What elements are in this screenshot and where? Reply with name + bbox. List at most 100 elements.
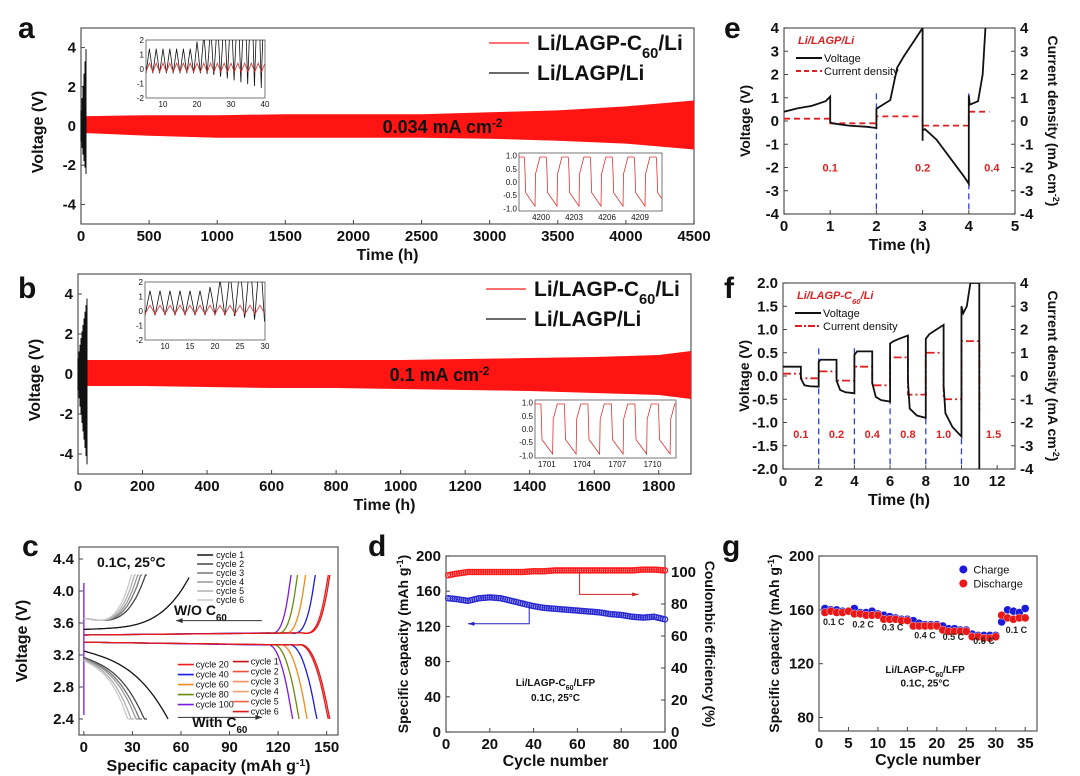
data-point (495, 594, 502, 602)
y-axis-label: Specific capacity (mAh g-1) (766, 554, 782, 732)
inset-x-tick-label: 4200 (532, 213, 550, 222)
x-tick-label: 20 (481, 736, 498, 753)
y2-tick-label: 4 (1020, 275, 1029, 292)
data-point (565, 606, 572, 614)
panel-g: 0 5 10 15 20 25 30 35 80 120 160 200 0.1 C 0.2 C 0.3 C… (766, 548, 1038, 769)
data-point (521, 568, 529, 576)
x-tick-label: 60 (569, 736, 586, 753)
x-tick-label: 600 (259, 478, 284, 495)
x-axis-label: Time (h) (869, 237, 931, 254)
legend-label: cycle 100 (196, 700, 234, 710)
data-point (561, 606, 568, 613)
inset-x-tick-label: 30 (227, 100, 236, 109)
inset-y-tick-label: 2 (139, 278, 144, 287)
data-point (582, 567, 590, 574)
y2-tick-label: 2 (1020, 67, 1028, 84)
x-tick-label: 8 (922, 473, 930, 490)
data-point (637, 566, 645, 574)
inset-x-tick-label: 1704 (573, 460, 591, 469)
y-tick-label: -0.5 (752, 391, 778, 408)
x-tick-label: 2000 (337, 228, 370, 245)
y-tick-label: 1.5 (757, 298, 778, 315)
data-point (633, 613, 640, 621)
data-point (482, 594, 489, 601)
y-tick-label: -2.0 (752, 461, 778, 478)
y-tick-label: 200 (789, 548, 814, 565)
curve-wo-c60-discharge (83, 650, 169, 720)
rate-label: 0.2 (829, 429, 844, 441)
legend-label: Li/LAGP-C60/Li (537, 32, 683, 62)
data-point (624, 567, 632, 574)
y-tick-label: 4.4 (53, 551, 75, 568)
curve-wo-c60-charge (83, 574, 143, 622)
data-point (567, 567, 575, 574)
inset-late-cycles: 1701 1704 1707 1710 1.0 0.5 0.0 -0.5 -1.0 (519, 399, 677, 469)
inset-series-li-lagp-li (146, 40, 264, 89)
y-tick-label: 0 (68, 118, 76, 135)
y-tick-label: 120 (416, 618, 441, 635)
data-point (591, 567, 599, 574)
rate-label: 0.1 (823, 163, 838, 175)
series-band-li-lagp-c60-li (81, 100, 694, 150)
inset-y-tick-label: -2 (136, 336, 144, 345)
curve-wo-c60-charge (83, 574, 133, 622)
inset-series-li-lagp-c60-li (535, 403, 676, 456)
current-density-annotation: 0.034 mA cm-2 (383, 117, 503, 138)
y-tick-label: 4.0 (53, 583, 74, 600)
y-tick-label: -1.0 (752, 415, 778, 432)
inset-x-tick-label: 1701 (538, 460, 556, 469)
data-point (477, 568, 485, 576)
y-tick-label: -2 (63, 157, 76, 174)
curve-wo-c60-charge (83, 574, 147, 622)
y-tick-label: 2.0 (757, 275, 778, 292)
y-tick-label: 2 (68, 79, 76, 96)
rate-label: 0.8 (900, 429, 915, 441)
data-point (506, 568, 513, 576)
data-point (578, 567, 586, 574)
data-point (515, 568, 522, 576)
data-point (490, 594, 498, 601)
panel-c: 0 30 60 90 120 150 2.4 2.8 3.2 3.6 4.0 4.4 0.1C, 25°… (14, 546, 339, 775)
condition-annotation: 0.1C, 25°C (531, 693, 580, 704)
series-band-li-lagp-c60-li (78, 351, 691, 399)
data-point (547, 567, 555, 574)
x-tick-label: 25 (958, 735, 975, 752)
y-tick-label: 1.0 (757, 322, 778, 339)
y2-tick-label: 1 (1020, 345, 1028, 362)
data-point (600, 567, 607, 574)
x-tick-label: 1000 (384, 478, 417, 495)
data-point (532, 567, 540, 575)
y-tick-label: 0 (771, 113, 779, 130)
data-point (626, 567, 634, 574)
y-tick-label: 160 (789, 602, 814, 619)
data-point (464, 568, 472, 576)
inset-series-li-lagp-c60-li (145, 304, 265, 315)
x-tick-label: 120 (266, 739, 291, 756)
rate-label: 0.4 (984, 163, 1000, 175)
y-axis-label: Voltage (V) (14, 600, 31, 682)
data-point (615, 567, 623, 574)
y-tick-label: 3 (771, 43, 779, 60)
data-point (642, 566, 649, 573)
inset-x-tick-label: 30 (261, 342, 270, 351)
legend-label: cycle 6 (216, 595, 244, 605)
data-point (615, 611, 623, 619)
panel-label-c: c (22, 530, 39, 563)
inset-y-tick-label: 2 (140, 36, 145, 45)
data-point (962, 627, 971, 636)
panel-b: 0 200 400 600 800 1000 1200 1400 1600 1800-4-2024… (27, 273, 692, 514)
data-point (602, 567, 610, 574)
x-tick-label: 15 (899, 735, 916, 752)
inset-x-tick-label: 40 (261, 100, 270, 109)
data-point (534, 567, 542, 575)
inset-y-tick-label: 0.0 (506, 178, 518, 187)
data-point (587, 567, 594, 574)
data-point (550, 605, 557, 612)
data-point (563, 567, 570, 574)
legend-label: cycle 2 (251, 667, 279, 677)
data-point (558, 567, 566, 574)
data-point (613, 611, 621, 618)
x-tick-label: 0 (77, 228, 85, 245)
y2-tick-label: 2 (1020, 322, 1028, 339)
